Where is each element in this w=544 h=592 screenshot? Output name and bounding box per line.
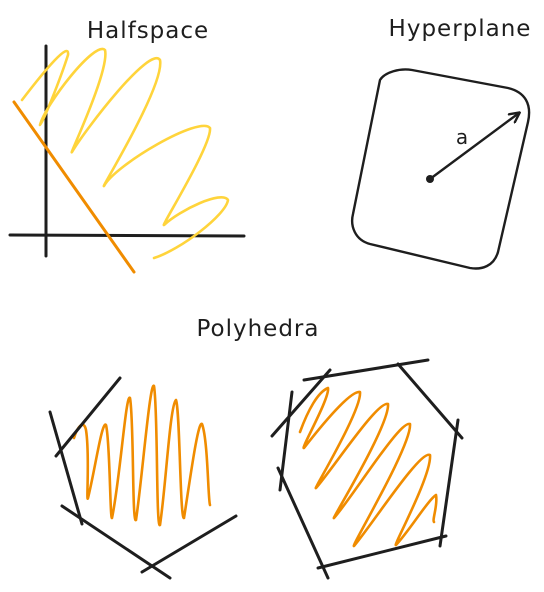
polyhedron-left-edge-3 [60,504,172,580]
halfspace-fill [20,47,230,260]
halfspace-title: Halfspace [87,18,209,44]
normal-vector-label: a [456,125,468,149]
polyhedron-right-edge-4 [276,466,330,580]
polyhedron-left-edge-4 [140,514,238,574]
polyhedron-right-fill [298,386,438,548]
polyhedron-right-edge-6 [438,418,460,548]
halfspace-boundary-line [12,100,136,274]
polyhedron-left [48,376,238,580]
normal-vector-arrow [428,113,519,181]
hyperplane-shape [351,68,531,270]
polyhedra-panel: Polyhedra [48,316,464,580]
hyperplane-panel: Hyperplane a [351,16,532,270]
polyhedron-left-edge-2 [48,410,84,526]
halfspace-panel: Halfspace [8,18,246,274]
polyhedron-right-edge-7 [396,362,464,440]
polyhedra-title: Polyhedra [196,316,319,342]
polyhedron-right-edge-5 [316,534,448,570]
hyperplane-title: Hyperplane [389,16,532,42]
polyhedron-right-edge-2 [270,368,332,438]
polyhedron-left-fill [72,384,212,527]
polyhedron-left-edge-1 [54,376,122,458]
halfspace-x-axis [8,233,246,238]
polyhedron-right [270,358,464,580]
